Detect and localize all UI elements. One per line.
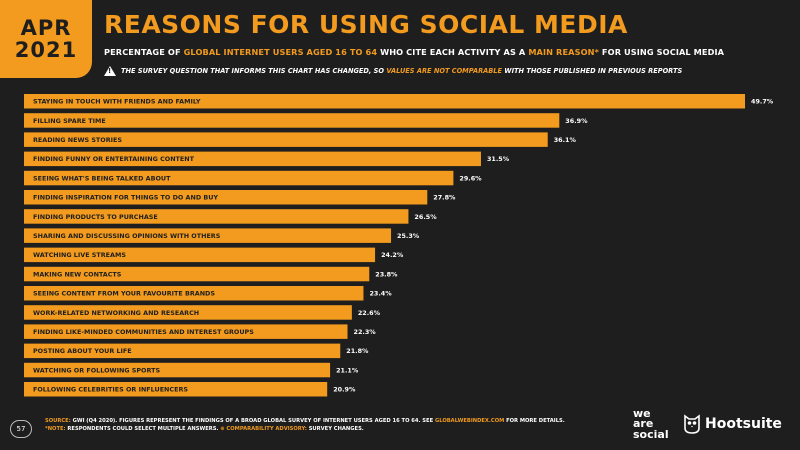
- bar-category-label: SHARING AND DISCUSSING OPINIONS WITH OTH…: [33, 232, 221, 240]
- bar-value-label: 49.7%: [751, 98, 774, 106]
- advisory-text: SURVEY CHANGES.: [306, 425, 364, 432]
- badge-year: 2021: [14, 38, 78, 62]
- hootsuite-logo: Hootsuite: [683, 414, 782, 434]
- page-title: REASONS FOR USING SOCIAL MEDIA: [104, 10, 628, 39]
- bar-category-label: FINDING FUNNY OR ENTERTAINING CONTENT: [33, 155, 195, 163]
- warning-highlight: VALUES ARE NOT COMPARABLE: [386, 67, 502, 75]
- bar: [24, 286, 364, 301]
- advisory-label: ⊕ COMPARABILITY ADVISORY:: [220, 425, 307, 432]
- bar-value-label: 20.9%: [333, 386, 356, 394]
- bar-value-label: 36.1%: [554, 136, 577, 144]
- bar-value-label: 23.8%: [375, 270, 398, 278]
- bar: [24, 324, 348, 339]
- warning-part: THE SURVEY QUESTION THAT INFORMS THIS CH…: [121, 67, 387, 75]
- bar: [24, 151, 481, 167]
- source-label: SOURCE:: [45, 418, 71, 424]
- subtitle-highlight: MAIN REASON*: [528, 47, 599, 57]
- logo-was-word: are: [633, 417, 654, 431]
- bar: [24, 362, 331, 378]
- subtitle-part: FOR USING SOCIAL MEDIA: [598, 47, 725, 57]
- bar-value-label: 24.2%: [381, 251, 404, 259]
- badge-month: APR: [20, 15, 72, 40]
- footer-notes: SOURCE: GWI (Q4 2020). FIGURES REPRESENT…: [45, 418, 605, 433]
- bar-category-label: MAKING NEW CONTACTS: [33, 270, 122, 278]
- source-tail: FOR MORE DETAILS.: [504, 418, 565, 424]
- bar: [24, 209, 409, 224]
- source-link[interactable]: GLOBALWEBINDEX.COM: [434, 418, 505, 424]
- bar-category-label: STAYING IN TOUCH WITH FRIENDS AND FAMILY: [33, 98, 201, 106]
- bar-category-label: FILLING SPARE TIME: [33, 117, 106, 125]
- bar: [24, 228, 392, 243]
- bar: [24, 190, 428, 205]
- bar-value-label: 27.8%: [433, 194, 456, 202]
- bar: [24, 266, 370, 282]
- page-subtitle: PERCENTAGE OF GLOBAL INTERNET USERS AGED…: [104, 47, 724, 57]
- we-are-social-logo: we are social: [633, 407, 669, 441]
- comparability-warning: THE SURVEY QUESTION THAT INFORMS THIS CH…: [104, 66, 682, 76]
- source-text: GWI (Q4 2020). FIGURES REPRESENT THE FIN…: [70, 418, 435, 424]
- subtitle-highlight: GLOBAL INTERNET USERS AGED 16 TO 64: [183, 47, 378, 57]
- bar: [24, 382, 328, 397]
- bar-value-label: 29.6%: [459, 174, 482, 182]
- note-line: *NOTE: RESPONDENTS COULD SELECT MULTIPLE…: [45, 426, 605, 434]
- bar-value-label: 36.9%: [565, 117, 588, 125]
- note-label: *NOTE:: [45, 425, 66, 432]
- logo-was-word: we: [633, 407, 651, 420]
- bar-category-label: WATCHING OR FOLLOWING SPORTS: [33, 366, 160, 374]
- bar-category-label: SEEING WHAT'S BEING TALKED ABOUT: [33, 174, 171, 182]
- bar-category-label: FINDING PRODUCTS TO PURCHASE: [33, 213, 158, 221]
- warning-part: WITH THOSE PUBLISHED IN PREVIOUS REPORTS: [502, 67, 683, 75]
- source-line: SOURCE: GWI (Q4 2020). FIGURES REPRESENT…: [45, 418, 605, 426]
- subtitle-part: WHO CITE EACH ACTIVITY AS A: [377, 47, 529, 57]
- bar: [24, 305, 352, 320]
- warning-icon: [104, 66, 116, 76]
- bar: [24, 132, 548, 147]
- bar-category-label: FINDING INSPIRATION FOR THINGS TO DO AND…: [33, 194, 218, 202]
- bar: [24, 343, 341, 359]
- bar-category-label: FINDING LIKE-MINDED COMMUNITIES AND INTE…: [33, 328, 254, 336]
- subtitle-part: PERCENTAGE OF: [104, 47, 184, 57]
- bar-value-label: 21.1%: [336, 366, 359, 374]
- bar-category-label: WORK-RELATED NETWORKING AND RESEARCH: [33, 309, 199, 317]
- bar-category-label: FOLLOWING CELEBRITIES OR INFLUENCERS: [33, 386, 188, 394]
- owl-icon: [683, 414, 701, 434]
- bar-chart: STAYING IN TOUCH WITH FRIENDS AND FAMILY…: [24, 94, 774, 397]
- bar: [24, 170, 454, 186]
- page-number: 57: [10, 420, 32, 438]
- bar: [24, 113, 560, 128]
- bar-value-label: 21.8%: [346, 347, 369, 355]
- bar: [24, 94, 745, 109]
- bar-category-label: READING NEWS STORIES: [33, 136, 122, 144]
- date-badge: APR 2021: [0, 0, 92, 78]
- bar-category-label: SEEING CONTENT FROM YOUR FAVOURITE BRAND…: [33, 290, 215, 298]
- bar-value-label: 25.3%: [397, 232, 420, 240]
- bar: [24, 247, 376, 263]
- bar-category-label: POSTING ABOUT YOUR LIFE: [33, 347, 132, 355]
- bar-category-label: WATCHING LIVE STREAMS: [33, 251, 126, 259]
- hootsuite-wordmark: Hootsuite: [705, 416, 782, 432]
- bar-value-label: 26.5%: [414, 213, 437, 221]
- bar-value-label: 22.3%: [354, 328, 377, 336]
- note-text: RESPONDENTS COULD SELECT MULTIPLE ANSWER…: [65, 425, 221, 432]
- bar-value-label: 22.6%: [358, 309, 381, 317]
- warning-text: THE SURVEY QUESTION THAT INFORMS THIS CH…: [121, 67, 682, 75]
- logo-was-word: social: [633, 427, 669, 441]
- bar-value-label: 31.5%: [487, 155, 510, 163]
- bar-value-label: 23.4%: [369, 290, 392, 298]
